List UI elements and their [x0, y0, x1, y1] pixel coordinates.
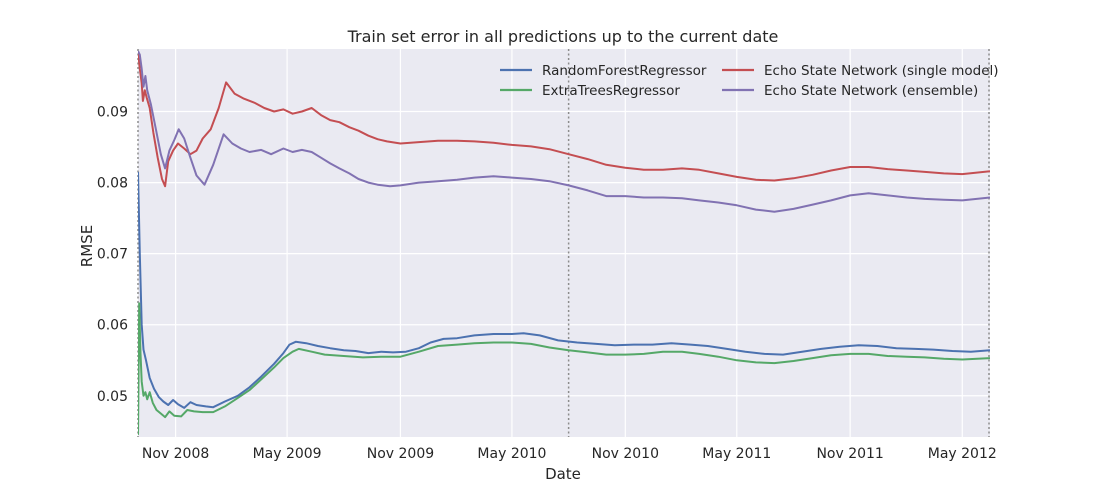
x-tick-label: Nov 2009: [367, 446, 434, 462]
y-axis-ticks: 0.05 0.06 0.07 0.08 0.09: [97, 105, 128, 405]
legend: RandomForestRegressor ExtraTreesRegressor…: [500, 63, 999, 99]
x-tick-label: May 2010: [477, 446, 546, 462]
legend-label: Echo State Network (single model): [764, 63, 999, 79]
legend-label: RandomForestRegressor: [542, 63, 707, 79]
series-lines: [138, 50, 990, 435]
x-tick-label: May 2011: [702, 446, 771, 462]
x-axis-title: Date: [545, 465, 581, 483]
legend-label: ExtraTreesRegressor: [542, 83, 680, 99]
y-tick-label: 0.06: [97, 318, 128, 334]
series-line: [138, 171, 990, 409]
y-tick-label: 0.09: [97, 105, 128, 121]
y-tick-label: 0.05: [97, 389, 128, 405]
x-axis-ticks: Nov 2008 May 2009 Nov 2009 May 2010 Nov 2010…: [142, 446, 997, 462]
plot-area: [138, 49, 990, 437]
x-tick-label: May 2009: [253, 446, 322, 462]
legend-label: Echo State Network (ensemble): [764, 83, 978, 99]
y-axis-title: RMSE: [78, 225, 96, 267]
y-tick-label: 0.08: [97, 176, 128, 192]
x-tick-label: May 2012: [928, 446, 997, 462]
x-tick-label: Nov 2010: [592, 446, 659, 462]
x-tick-label: Nov 2008: [142, 446, 209, 462]
chart-title: Train set error in all predictions up to…: [347, 27, 779, 46]
reference-vlines: [137, 49, 990, 437]
y-tick-label: 0.07: [97, 247, 128, 263]
series-line: [138, 50, 990, 188]
grid-lines: [138, 49, 990, 437]
x-tick-label: Nov 2011: [816, 446, 883, 462]
series-line: [138, 302, 990, 435]
series-line: [138, 50, 990, 213]
